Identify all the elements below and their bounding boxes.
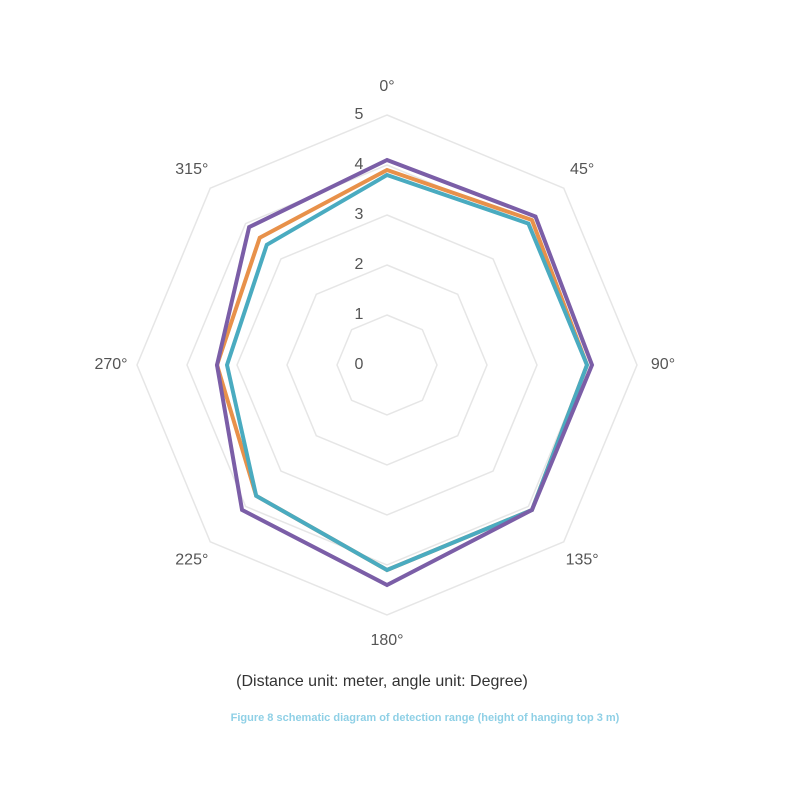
grid-ring: [336, 314, 438, 416]
grid-ring: [136, 114, 638, 616]
r-tick-label: 0: [355, 356, 364, 373]
r-tick-label: 2: [355, 256, 364, 273]
grid-ring: [236, 214, 538, 516]
grid-ring: [286, 264, 488, 466]
angle-label: 135°: [566, 551, 599, 568]
angle-label: 315°: [175, 161, 208, 178]
series-line: [224, 172, 590, 573]
series-line: [214, 157, 595, 588]
angle-label: 45°: [570, 161, 594, 178]
angle-label: 270°: [94, 356, 127, 373]
caption: Figure 8 schematic diagram of detection …: [231, 712, 620, 724]
angle-label: 225°: [175, 551, 208, 568]
r-tick-label: 5: [355, 106, 364, 123]
angle-label: 180°: [370, 632, 403, 649]
r-tick-label: 1: [355, 306, 364, 323]
angle-label: 90°: [651, 356, 675, 373]
angle-label: 0°: [379, 78, 394, 95]
r-tick-label: 3: [355, 206, 364, 223]
note: (Distance unit: meter, angle unit: Degre…: [236, 673, 528, 690]
r-tick-label: 4: [355, 156, 364, 173]
